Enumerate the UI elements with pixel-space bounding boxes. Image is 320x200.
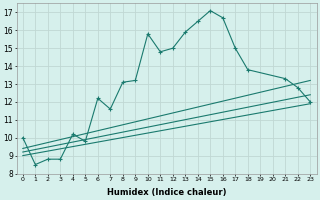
X-axis label: Humidex (Indice chaleur): Humidex (Indice chaleur): [107, 188, 226, 197]
